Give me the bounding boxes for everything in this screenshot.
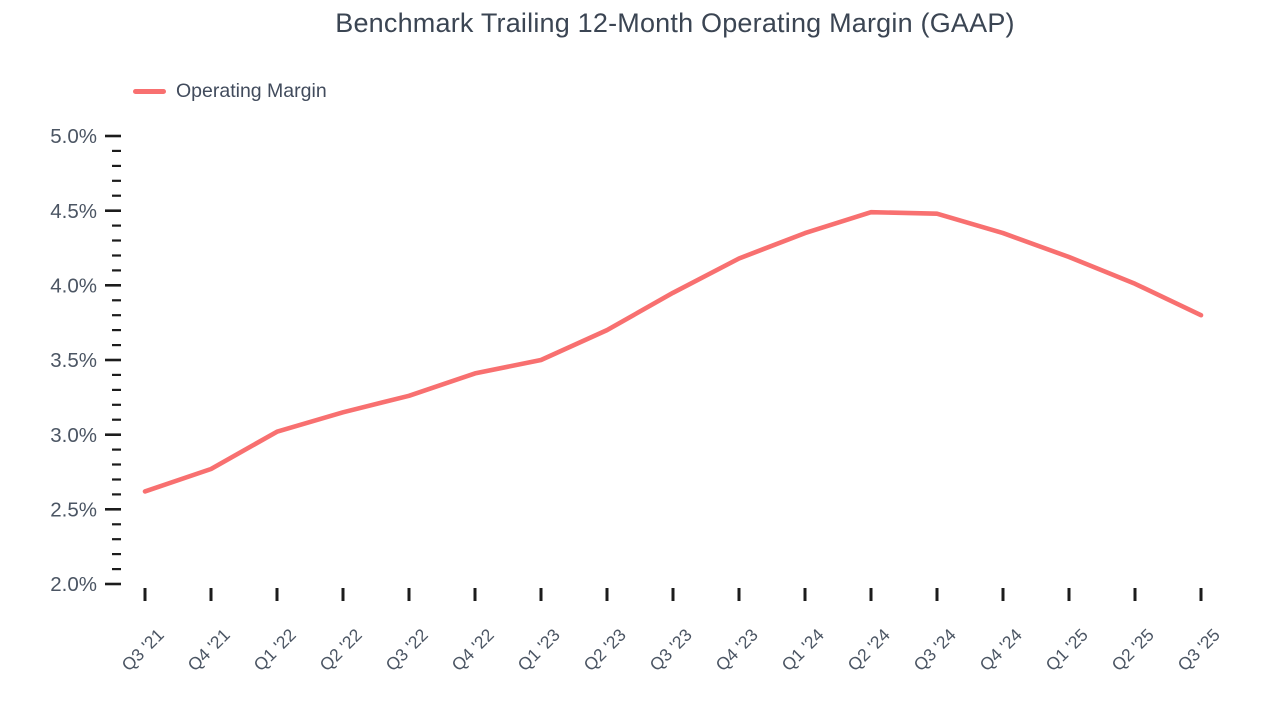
y-axis-label: 3.0% — [50, 424, 97, 447]
x-axis-label: Q1 '22 — [250, 625, 300, 675]
legend-item-operating-margin[interactable]: Operating Margin — [133, 80, 327, 103]
x-axis-label: Q3 '24 — [910, 624, 960, 674]
x-axis-label: Q1 '25 — [1042, 625, 1092, 675]
y-axis-label: 3.5% — [50, 349, 97, 372]
x-axis-label: Q3 '21 — [118, 625, 168, 675]
x-axis-label: Q2 '24 — [844, 624, 894, 674]
y-axis-label: 2.0% — [50, 573, 97, 596]
chart-title: Benchmark Trailing 12-Month Operating Ma… — [335, 8, 1015, 38]
x-axis-label: Q4 '21 — [184, 625, 234, 675]
legend-label: Operating Margin — [176, 80, 327, 102]
x-axis-label: Q4 '24 — [976, 624, 1026, 674]
x-axis-label: Q4 '22 — [448, 625, 498, 675]
y-axis-label: 5.0% — [50, 125, 97, 148]
y-axis-label: 4.0% — [50, 274, 97, 297]
x-axis-label: Q3 '25 — [1174, 625, 1224, 675]
legend-line-swatch — [133, 89, 166, 94]
x-axis-label: Q1 '23 — [514, 625, 564, 675]
x-axis-label: Q1 '24 — [778, 624, 828, 674]
x-axis-label: Q2 '25 — [1108, 625, 1158, 675]
y-axis-label: 2.5% — [50, 498, 97, 521]
operating-margin-line — [142, 209, 1204, 494]
x-axis-label: Q2 '22 — [316, 625, 366, 675]
x-axis-label: Q2 '23 — [580, 625, 630, 675]
x-axis-label: Q4 '23 — [712, 625, 762, 675]
x-axis-label: Q3 '22 — [382, 625, 432, 675]
y-axis-label: 4.5% — [50, 200, 97, 223]
x-axis-label: Q3 '23 — [646, 625, 696, 675]
